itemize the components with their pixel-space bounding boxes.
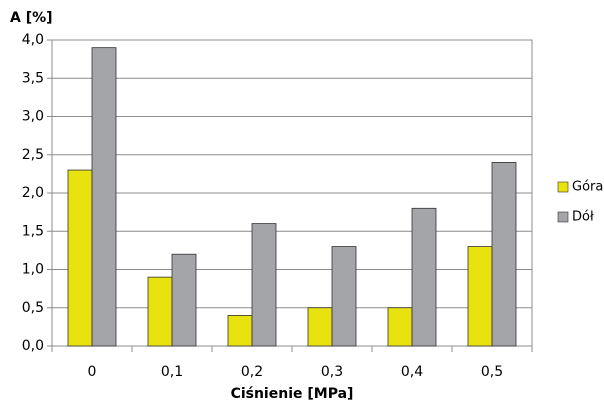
y-tick-label: 1,5 bbox=[22, 223, 44, 239]
y-tick-label: 3,0 bbox=[22, 109, 44, 125]
x-tick-label: 0 bbox=[88, 364, 97, 380]
bar bbox=[171, 253, 197, 347]
bar bbox=[67, 169, 93, 347]
y-tick-label: 2,0 bbox=[22, 185, 44, 201]
legend-swatch bbox=[557, 181, 569, 193]
legend-label: Dół bbox=[572, 210, 594, 225]
x-tick-label: 0,1 bbox=[161, 364, 183, 380]
y-axis-label: A [%] bbox=[10, 10, 53, 26]
bar bbox=[387, 307, 413, 347]
y-tick-label: 0,0 bbox=[22, 338, 44, 354]
y-tick-label: 3,5 bbox=[22, 70, 44, 86]
legend-swatch bbox=[557, 211, 569, 223]
legend-label: Góra bbox=[572, 180, 603, 195]
bar bbox=[411, 207, 437, 347]
bar bbox=[91, 47, 117, 347]
x-tick-label: 0,5 bbox=[481, 364, 503, 380]
bar bbox=[467, 246, 493, 347]
x-tick-label: 0,4 bbox=[401, 364, 423, 380]
bar bbox=[331, 246, 357, 347]
x-tick-label: 0,2 bbox=[241, 364, 263, 380]
bar bbox=[147, 276, 173, 347]
y-tick-label: 4,0 bbox=[22, 32, 44, 48]
y-tick-label: 1,0 bbox=[22, 262, 44, 278]
bar bbox=[251, 223, 277, 347]
bar bbox=[307, 307, 333, 347]
bar bbox=[227, 314, 253, 347]
y-tick-label: 2,5 bbox=[22, 147, 44, 163]
y-tick-label: 0,5 bbox=[22, 300, 44, 316]
bar bbox=[491, 161, 517, 347]
x-axis-label: Ciśnienie [MPa] bbox=[231, 386, 354, 402]
x-tick-label: 0,3 bbox=[321, 364, 343, 380]
